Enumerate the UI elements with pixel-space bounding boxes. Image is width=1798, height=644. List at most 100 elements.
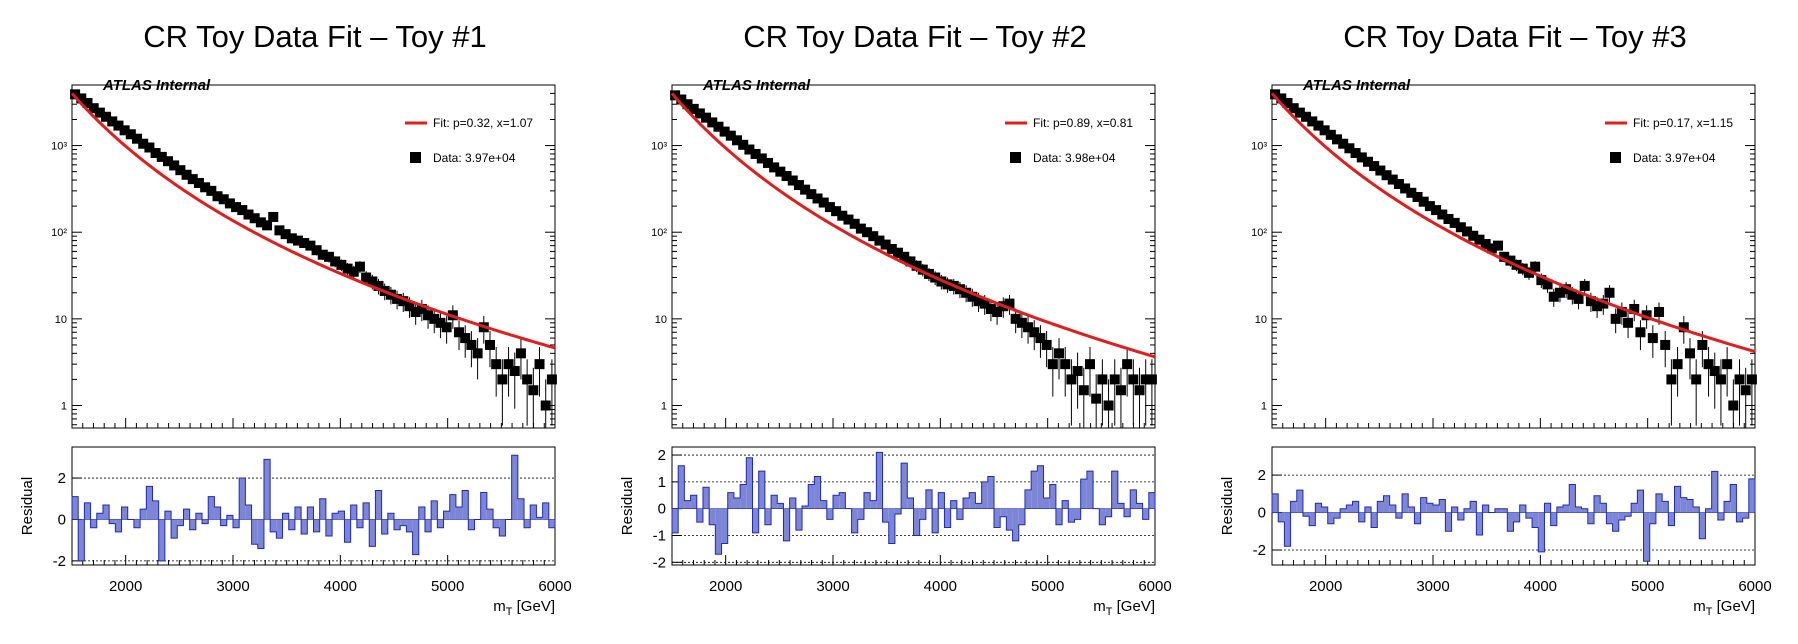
residual-bar [468,519,475,530]
data-point [138,138,149,149]
data-point [330,256,341,267]
residual-bar [1000,508,1007,517]
data-point [162,156,173,167]
data-point [286,233,297,244]
residual-bar [1302,512,1310,517]
panel-title: CR Toy Data Fit – Toy #2 [743,19,1086,54]
residual-bar [994,508,1001,528]
data-point [1387,174,1398,185]
residual-bar [1618,512,1625,521]
data-point [255,217,266,228]
x-axis-label-unit: [GeV] [1712,598,1755,615]
x-tick-label: 4000 [324,578,357,595]
data-point [305,240,316,251]
data-point [1480,239,1491,250]
residual-bar [1402,493,1409,513]
residual-bar [1538,512,1545,552]
residual-bar [121,507,128,520]
residual-bar [270,519,277,532]
residual-bar [511,455,518,520]
residual-bar [1451,506,1458,513]
residual-bar [907,497,914,509]
residual-bar [325,519,333,537]
x-tick-label: 2000 [709,578,742,595]
residual-bar [1272,493,1279,513]
x-axis-label: mT [GeV] [1093,598,1155,618]
data-point [1375,165,1386,176]
residual-bar [356,519,364,528]
legend-data-swatch [1610,152,1621,163]
residual-bar [1587,512,1594,524]
data-point [1054,348,1065,359]
residual-bar [202,519,209,524]
x-axis-label: mT [GeV] [493,598,555,618]
fit-curve [670,92,1156,359]
data-point [843,214,854,225]
data-point [806,189,817,200]
residual-bar [1408,506,1415,513]
residual-bar [1439,499,1446,513]
residual-y-tick-label: 1 [658,474,666,491]
residual-bar [1643,512,1650,562]
data-point [899,251,910,262]
data-point [1703,359,1714,370]
data-point [1709,366,1720,377]
residual-bar [733,497,741,509]
residual-bar [400,519,407,526]
data-point [793,180,804,191]
residual-bar [1736,512,1743,522]
residual-bar [1575,506,1582,513]
data-point [1313,120,1324,131]
residual-bar [715,508,722,555]
data-point [1610,313,1621,324]
residual-bar [894,508,902,515]
data-point [1554,287,1565,298]
data-point [855,223,866,234]
data-point [398,296,409,307]
residual-bar [1068,508,1075,523]
residual-bar [678,465,685,509]
y-tick-label: 10³ [1251,141,1267,153]
data-point [1728,400,1739,411]
data-point [824,202,835,213]
residual-bar [975,503,982,509]
data-point [441,322,452,333]
data-point [88,103,99,114]
data-point [107,116,118,127]
data-point [1047,359,1058,370]
data-point [1734,374,1745,385]
data-point [1041,339,1052,350]
data-point [534,359,545,370]
residual-y-tick-label: 0 [658,501,666,518]
residual-bar [313,519,320,532]
residual-bar [245,504,252,520]
residual-bar [109,519,116,524]
data-point [676,94,687,105]
residual-bar [424,519,432,532]
data-point [348,266,359,277]
residual-bar [1284,512,1291,547]
legend-fit-label: Fit: p=0.32, x=1.07 [433,116,533,130]
residual-bar [1080,479,1087,509]
legend-data-swatch [1010,152,1021,163]
residual-bar [443,511,450,520]
residual-bar [789,497,796,509]
data-point [1746,374,1757,385]
data-point [503,359,514,370]
residual-bar [1074,508,1081,520]
residual-bar [1649,512,1656,524]
panel-toy-1: CR Toy Data Fit – Toy #1 1 10 10² 10³ ATLAS … [19,19,572,618]
residual-bar [394,519,401,530]
data-point [1140,374,1151,385]
residual-bar [1142,508,1149,520]
residual-bar [1612,512,1619,532]
residual-bar [1296,490,1303,513]
residual-bar [1507,512,1514,532]
data-point [1097,374,1108,385]
data-point [1270,89,1281,100]
residual-bar [1680,497,1687,513]
residual-bar [1519,505,1526,513]
residual-bar [486,509,494,520]
data-point [849,218,860,229]
y-tick-label: 1 [61,401,67,413]
